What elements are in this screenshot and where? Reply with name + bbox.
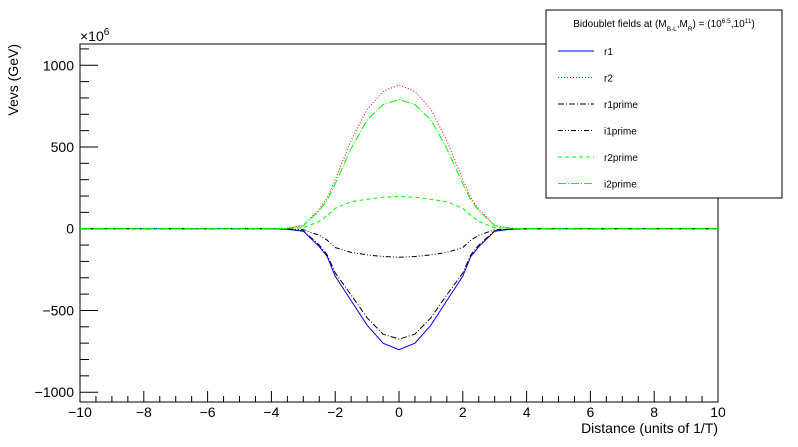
- y-axis-title: Vevs (GeV): [5, 44, 21, 116]
- x-tick-label: 2: [459, 404, 467, 420]
- x-tick-label: −10: [68, 404, 92, 420]
- legend-title-part: ,10: [731, 19, 745, 30]
- series-line-i2prime: [80, 99, 718, 230]
- x-tick-label: 0: [395, 404, 403, 420]
- y-multiplier-label: ×106: [80, 27, 110, 44]
- legend-title-part: Bidoublet fields at (M: [573, 19, 666, 30]
- legend-title-subscript: B-L: [667, 26, 678, 33]
- x-tick-label: 6: [587, 404, 595, 420]
- x-tick-label: 8: [650, 404, 658, 420]
- y-tick-label: 1000: [43, 57, 74, 73]
- x-tick-label: −8: [136, 404, 152, 420]
- y-tick-label: −1000: [35, 384, 75, 400]
- series-line-r1prime: [80, 228, 718, 340]
- series-line-i1prime: [80, 228, 718, 258]
- x-tick-label: −4: [263, 404, 279, 420]
- legend-title-superscript: 6.5: [722, 18, 731, 25]
- x-tick-label: 10: [710, 404, 726, 420]
- legend-label-i2prime: i2prime: [604, 180, 637, 191]
- x-axis-title: Distance (units of 1/T): [581, 420, 718, 436]
- y-tick-label: −500: [42, 302, 74, 318]
- x-tick-label: −2: [327, 404, 343, 420]
- y-multiplier-exponent: 6: [104, 27, 110, 38]
- x-tick-label: −6: [200, 404, 216, 420]
- legend-label-r2: r2: [604, 74, 613, 85]
- series-line-r2prime: [80, 195, 718, 230]
- legend-title-subscript: R: [688, 26, 693, 33]
- y-tick-label: 0: [66, 221, 74, 237]
- x-tick-label: 4: [523, 404, 531, 420]
- y-tick-label: 500: [51, 139, 75, 155]
- legend-title-part: ,M: [677, 19, 688, 30]
- legend-label-r2prime: r2prime: [604, 153, 638, 164]
- legend-title: Bidoublet fields at (MB-L,MR) = (106.5,1…: [573, 18, 755, 33]
- legend-title-part: ): [751, 19, 754, 30]
- legend-label-r1prime: r1prime: [604, 100, 638, 111]
- series-line-r1: [80, 228, 718, 351]
- series-line-r2: [80, 84, 718, 230]
- legend-label-r1: r1: [604, 47, 613, 58]
- legend-label-i1prime: i1prime: [604, 127, 637, 138]
- legend-title-part: ) = (10: [693, 19, 723, 30]
- legend-title-superscript: 11: [745, 18, 752, 25]
